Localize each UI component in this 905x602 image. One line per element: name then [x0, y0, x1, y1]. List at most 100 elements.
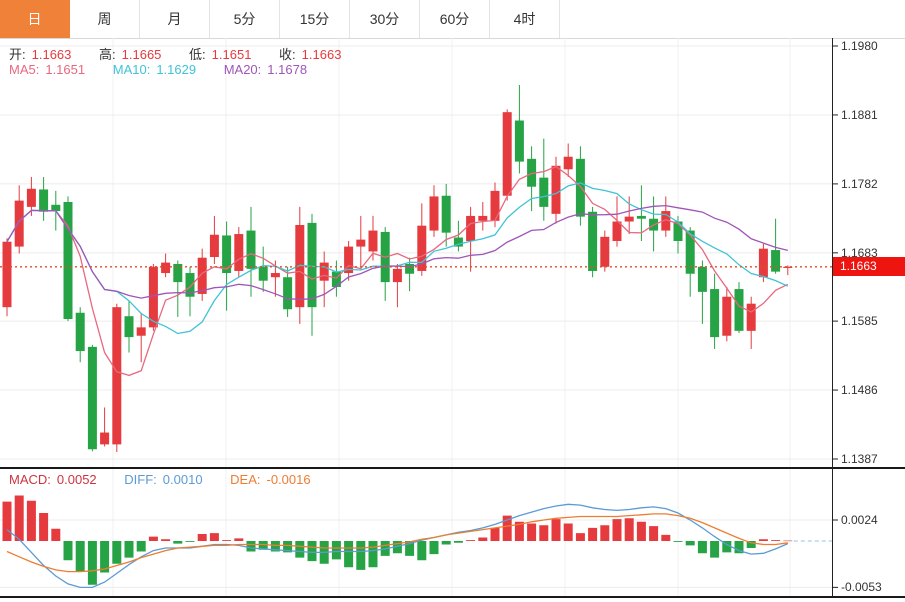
candle-body	[405, 263, 415, 274]
macd-bar	[63, 541, 73, 561]
tab-60min[interactable]: 60分	[420, 0, 490, 38]
macd-bar	[502, 515, 512, 541]
price-tick-label: 1.1486	[841, 383, 878, 398]
candle-body	[283, 277, 293, 310]
candle-body	[2, 241, 12, 308]
price-tick-label: 1.1387	[841, 452, 878, 466]
candle-body	[612, 221, 622, 242]
macd-bar	[539, 525, 549, 541]
candle-body	[697, 266, 707, 292]
tab-5min[interactable]: 5分	[210, 0, 280, 38]
macd-bar	[722, 541, 732, 553]
candle-body	[356, 239, 366, 247]
candle-body	[502, 112, 512, 196]
macd-bar	[368, 541, 378, 568]
high-value: 1.1665	[121, 47, 162, 62]
candle-body	[344, 246, 354, 274]
period-tabbar: 日 周 月 5分 15分 30分 60分 4时	[0, 0, 905, 39]
candle-body	[734, 289, 744, 331]
macd-bar	[51, 528, 61, 541]
macd-bar	[661, 534, 671, 541]
macd-bar	[612, 519, 622, 541]
ma5-line	[6, 165, 789, 377]
candle-body	[563, 156, 573, 170]
macd-bar	[734, 541, 744, 554]
candle-body	[600, 236, 610, 267]
diff-line	[6, 503, 789, 589]
tab-week[interactable]: 周	[70, 0, 140, 38]
candle-body	[234, 234, 244, 271]
macd-bar	[771, 540, 781, 541]
candle-body	[173, 263, 183, 283]
tab-4hour[interactable]: 4时	[490, 0, 560, 38]
ma5-value: 1.1651	[45, 62, 86, 77]
price-tick-label: 1.1585	[841, 314, 878, 329]
candle-body	[39, 189, 49, 212]
ohlc-readout: 开: 1.1663 高: 1.1665 低: 1.1651 收: 1.1663	[9, 44, 347, 63]
candle-body	[575, 158, 585, 217]
macd-bar	[2, 501, 12, 541]
tab-month[interactable]: 月	[140, 0, 210, 38]
macd-bar	[588, 527, 598, 541]
macd-bar	[75, 541, 85, 572]
ma20-line	[6, 204, 788, 301]
candle-body	[295, 224, 305, 308]
diff-value: 0.0010	[162, 472, 203, 487]
macd-tick-label: -0.0053	[841, 580, 882, 595]
macd-bar	[344, 541, 354, 568]
macd-bar	[575, 533, 585, 541]
candle-body	[636, 215, 646, 219]
tab-30min[interactable]: 30分	[350, 0, 420, 38]
kline-chart[interactable]: 开: 1.1663 高: 1.1665 低: 1.1651 收: 1.1663 MA5:…	[0, 38, 905, 602]
candle-body	[722, 296, 732, 336]
macd-bar	[356, 541, 366, 570]
macd-bar	[405, 541, 415, 556]
candle-body	[673, 221, 683, 242]
macd-bar	[112, 541, 122, 564]
candle-body	[392, 268, 402, 283]
candle-body	[661, 211, 671, 231]
candle-body	[258, 266, 268, 281]
candle-body	[514, 120, 524, 162]
candle-body	[26, 188, 36, 207]
candle-body	[148, 266, 158, 328]
macd-bar	[270, 541, 280, 552]
macd-bar	[39, 513, 49, 541]
macd-bar	[746, 541, 756, 548]
candle-body	[185, 273, 195, 297]
price-tick-label: 1.1782	[841, 176, 878, 191]
macd-bar	[185, 541, 195, 542]
candle-body	[551, 165, 561, 214]
macd-bar	[466, 540, 476, 541]
macd-bar	[392, 541, 402, 554]
candle-body	[161, 262, 171, 274]
candle-body	[112, 307, 122, 445]
candle-body	[222, 235, 232, 274]
macd-bar	[624, 518, 634, 541]
candle-body	[783, 266, 793, 268]
candle-body	[429, 196, 439, 231]
candle-body	[527, 158, 537, 187]
dea-label: DEA:	[230, 472, 261, 487]
open-label: 开:	[9, 47, 26, 62]
tab-15min[interactable]: 15分	[280, 0, 350, 38]
candle-body	[75, 312, 85, 352]
ma20-label: MA20:	[223, 62, 262, 77]
macd-bar	[295, 541, 305, 558]
tab-day[interactable]: 日	[0, 0, 70, 38]
macd-bar	[783, 540, 793, 542]
macd-bar	[26, 500, 36, 541]
macd-bar	[673, 541, 683, 542]
chart-canvas[interactable]	[0, 38, 905, 602]
candle-body	[453, 237, 463, 247]
ma20-value: 1.1678	[267, 62, 308, 77]
macd-bar	[173, 541, 183, 544]
macd-bar	[331, 541, 341, 560]
dea-value: -0.0016	[266, 472, 311, 487]
macd-bar	[551, 519, 561, 541]
low-label: 低:	[189, 47, 206, 62]
macd-bar	[478, 537, 488, 541]
candle-body	[319, 262, 329, 281]
candle-body	[270, 273, 280, 278]
candle-body	[490, 190, 500, 221]
